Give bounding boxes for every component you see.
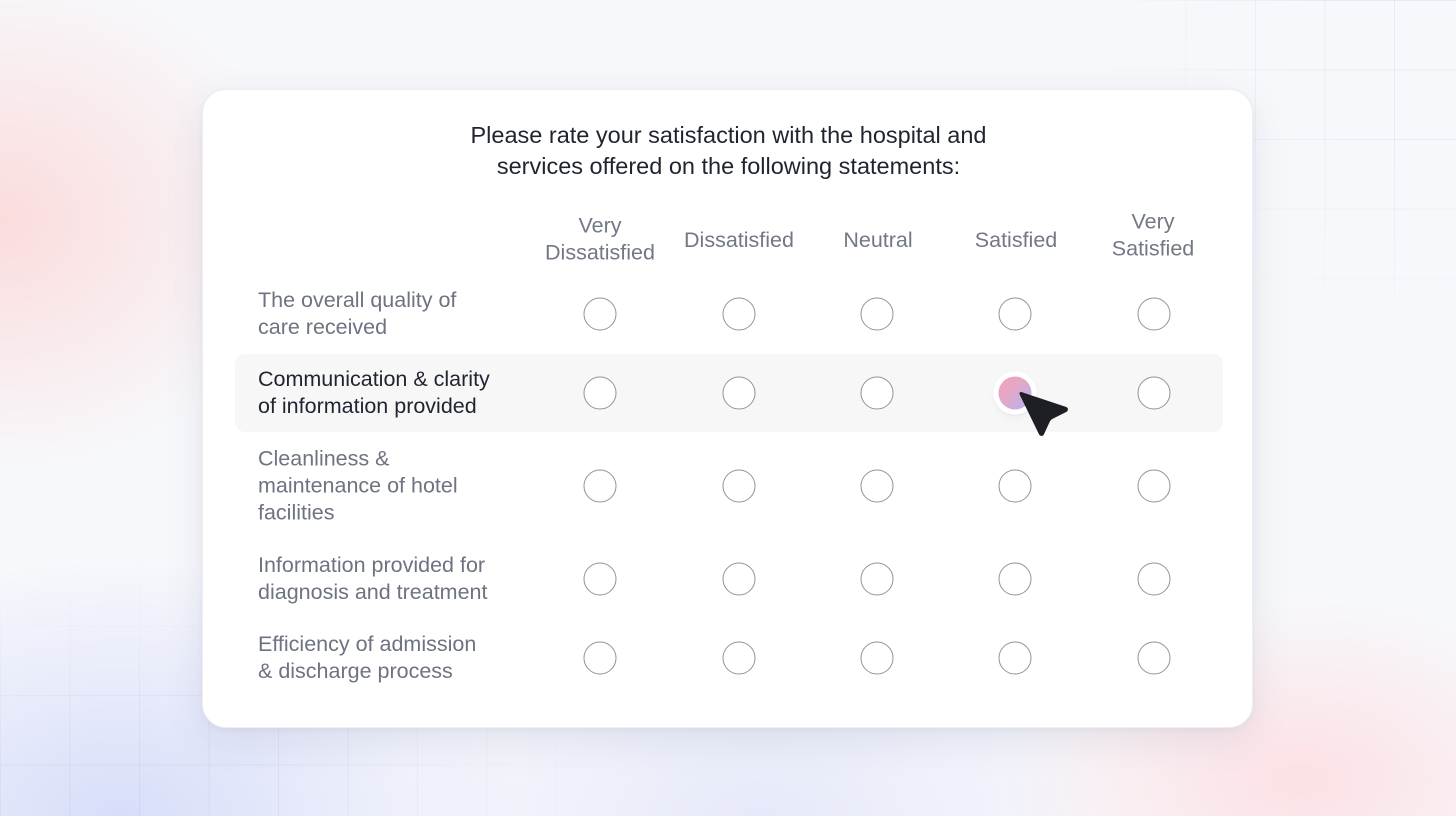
radio-quality-of-care-dissatisfied[interactable] <box>722 297 756 331</box>
radio-communication-neutral[interactable] <box>860 376 894 410</box>
survey-title-line-1: Please rate your satisfaction with the h… <box>470 122 987 148</box>
radio-diagnosis-dissatisfied[interactable] <box>722 562 756 596</box>
radio-diagnosis-neutral[interactable] <box>860 562 894 596</box>
radio-cleanliness-dissatisfied[interactable] <box>722 469 756 503</box>
radio-admission-very-satisfied[interactable] <box>1137 641 1171 675</box>
column-header-very-satisfied: Very Satisfied <box>1111 209 1195 261</box>
column-header-satisfied: Satisfied <box>974 227 1058 252</box>
radio-quality-of-care-neutral[interactable] <box>860 297 894 331</box>
row-label-admission-discharge: Efficiency of admission & discharge proc… <box>258 632 477 683</box>
survey-title: Please rate your satisfaction with the h… <box>203 120 1254 182</box>
row-label-diagnosis-information: Information provided for diagnosis and t… <box>258 553 488 604</box>
radio-admission-satisfied[interactable] <box>998 641 1032 675</box>
radio-admission-dissatisfied[interactable] <box>722 641 756 675</box>
radio-communication-satisfied[interactable] <box>998 376 1032 410</box>
row-label-cleanliness: Cleanliness & maintenance of hotel facil… <box>258 446 458 525</box>
radio-quality-of-care-very-dissatisfied[interactable] <box>583 297 617 331</box>
row-label-quality-of-care: The overall quality of care received <box>258 288 457 339</box>
column-header-very-dissatisfied: Very Dissatisfied <box>545 213 655 265</box>
radio-diagnosis-very-dissatisfied[interactable] <box>583 562 617 596</box>
radio-communication-dissatisfied[interactable] <box>722 376 756 410</box>
radio-admission-neutral[interactable] <box>860 641 894 675</box>
radio-communication-very-dissatisfied[interactable] <box>583 376 617 410</box>
row-label-communication: Communication & clarity of information p… <box>258 367 490 418</box>
radio-cleanliness-satisfied[interactable] <box>998 469 1032 503</box>
survey-title-line-2: services offered on the following statem… <box>496 153 961 179</box>
column-header-dissatisfied: Dissatisfied <box>684 227 794 252</box>
radio-quality-of-care-satisfied[interactable] <box>998 297 1032 331</box>
radio-admission-very-dissatisfied[interactable] <box>583 641 617 675</box>
radio-cleanliness-very-dissatisfied[interactable] <box>583 469 617 503</box>
radio-cleanliness-very-satisfied[interactable] <box>1137 469 1171 503</box>
radio-cleanliness-neutral[interactable] <box>860 469 894 503</box>
radio-diagnosis-satisfied[interactable] <box>998 562 1032 596</box>
column-header-neutral: Neutral <box>843 227 913 252</box>
survey-card: Please rate your satisfaction with the h… <box>202 89 1253 728</box>
radio-diagnosis-very-satisfied[interactable] <box>1137 562 1171 596</box>
radio-quality-of-care-very-satisfied[interactable] <box>1137 297 1171 331</box>
radio-communication-very-satisfied[interactable] <box>1137 376 1171 410</box>
